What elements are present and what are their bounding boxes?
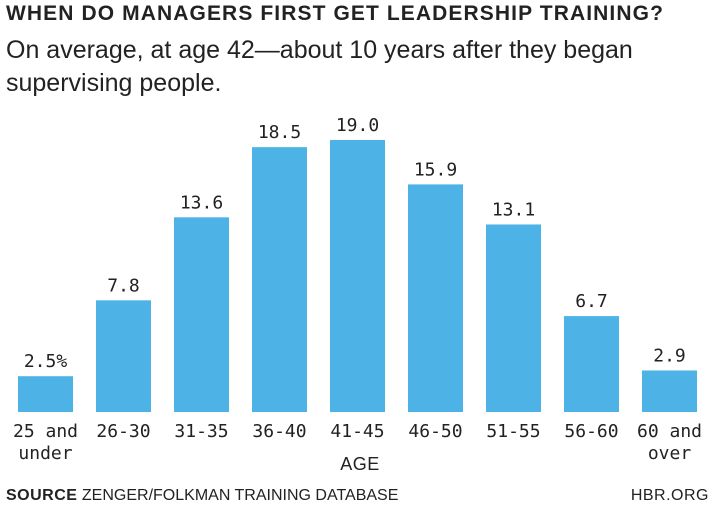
bar xyxy=(408,184,463,412)
source-text: ZENGER/FOLKMAN TRAINING DATABASE xyxy=(81,487,399,504)
bar xyxy=(486,224,541,412)
source-note: SOURCE ZENGER/FOLKMAN TRAINING DATABASE xyxy=(6,487,398,505)
bar-value-label: 15.9 xyxy=(414,159,457,180)
bar-value-label: 13.1 xyxy=(492,199,535,220)
chart-subtitle: On average, at age 42—about 10 years aft… xyxy=(6,36,633,97)
bar-value-label: 2.9 xyxy=(653,345,686,366)
x-tick-label: 36-40 xyxy=(252,421,306,442)
bar-value-label: 2.5% xyxy=(24,351,68,372)
bar xyxy=(642,370,697,412)
x-axis-title: AGE xyxy=(340,454,380,474)
chart-title: WHEN DO MANAGERS FIRST GET LEADERSHIP TR… xyxy=(6,2,664,25)
bar xyxy=(174,217,229,412)
x-tick-label: 51-55 xyxy=(486,421,540,442)
bar-value-label: 18.5 xyxy=(258,122,301,143)
source-label: SOURCE xyxy=(6,487,78,504)
bar xyxy=(252,147,307,412)
bar-value-label: 19.0 xyxy=(336,115,379,136)
bar xyxy=(18,376,73,412)
bar xyxy=(330,140,385,412)
x-tick-label: 60 and xyxy=(637,421,702,442)
bar-value-label: 13.6 xyxy=(180,192,223,213)
bar-value-label: 7.8 xyxy=(107,275,140,296)
x-tick-label: over xyxy=(648,443,692,464)
bar-value-label: 6.7 xyxy=(575,291,608,312)
bar xyxy=(564,316,619,412)
x-tick-label: 56-60 xyxy=(564,421,618,442)
x-tick-label: 25 and xyxy=(13,421,78,442)
x-tick-label: 46-50 xyxy=(408,421,462,442)
x-tick-label: 26-30 xyxy=(96,421,150,442)
x-tick-label: 41-45 xyxy=(330,421,384,442)
x-tick-label: under xyxy=(18,443,72,464)
bar xyxy=(96,300,151,412)
site-credit: HBR.ORG xyxy=(630,487,709,504)
x-tick-label: 31-35 xyxy=(174,421,228,442)
